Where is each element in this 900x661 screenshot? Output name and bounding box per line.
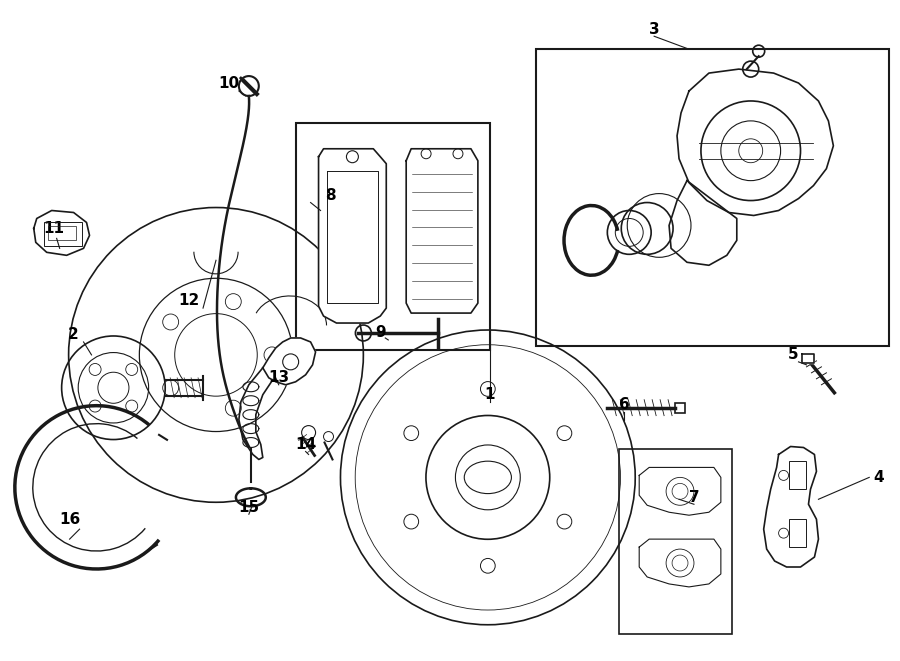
Text: 8: 8 <box>325 188 336 203</box>
Bar <box>44 223 82 247</box>
Text: 9: 9 <box>375 325 385 340</box>
Text: 14: 14 <box>295 437 316 452</box>
Text: 7: 7 <box>688 490 699 505</box>
Bar <box>619 449 733 634</box>
Polygon shape <box>764 447 818 567</box>
Bar <box>48 227 76 241</box>
Text: 11: 11 <box>43 221 64 236</box>
Bar <box>536 49 889 346</box>
Text: 15: 15 <box>238 500 259 515</box>
Bar <box>675 403 685 412</box>
Bar <box>296 123 490 350</box>
Text: 4: 4 <box>873 470 884 485</box>
Polygon shape <box>802 354 814 363</box>
Text: 1: 1 <box>484 387 495 403</box>
Text: 6: 6 <box>619 397 630 412</box>
Polygon shape <box>319 149 386 323</box>
Text: 13: 13 <box>268 370 289 385</box>
Text: 5: 5 <box>788 348 799 362</box>
Text: 2: 2 <box>68 327 79 342</box>
Bar <box>788 461 806 489</box>
Text: 3: 3 <box>649 22 660 37</box>
Polygon shape <box>263 338 316 385</box>
Text: 16: 16 <box>59 512 80 527</box>
Text: 12: 12 <box>178 293 200 307</box>
Text: 10: 10 <box>219 75 239 91</box>
Polygon shape <box>669 180 737 265</box>
Bar <box>788 519 806 547</box>
Polygon shape <box>34 210 89 255</box>
Polygon shape <box>406 149 478 313</box>
Polygon shape <box>677 69 833 215</box>
Polygon shape <box>639 467 721 515</box>
Polygon shape <box>639 539 721 587</box>
